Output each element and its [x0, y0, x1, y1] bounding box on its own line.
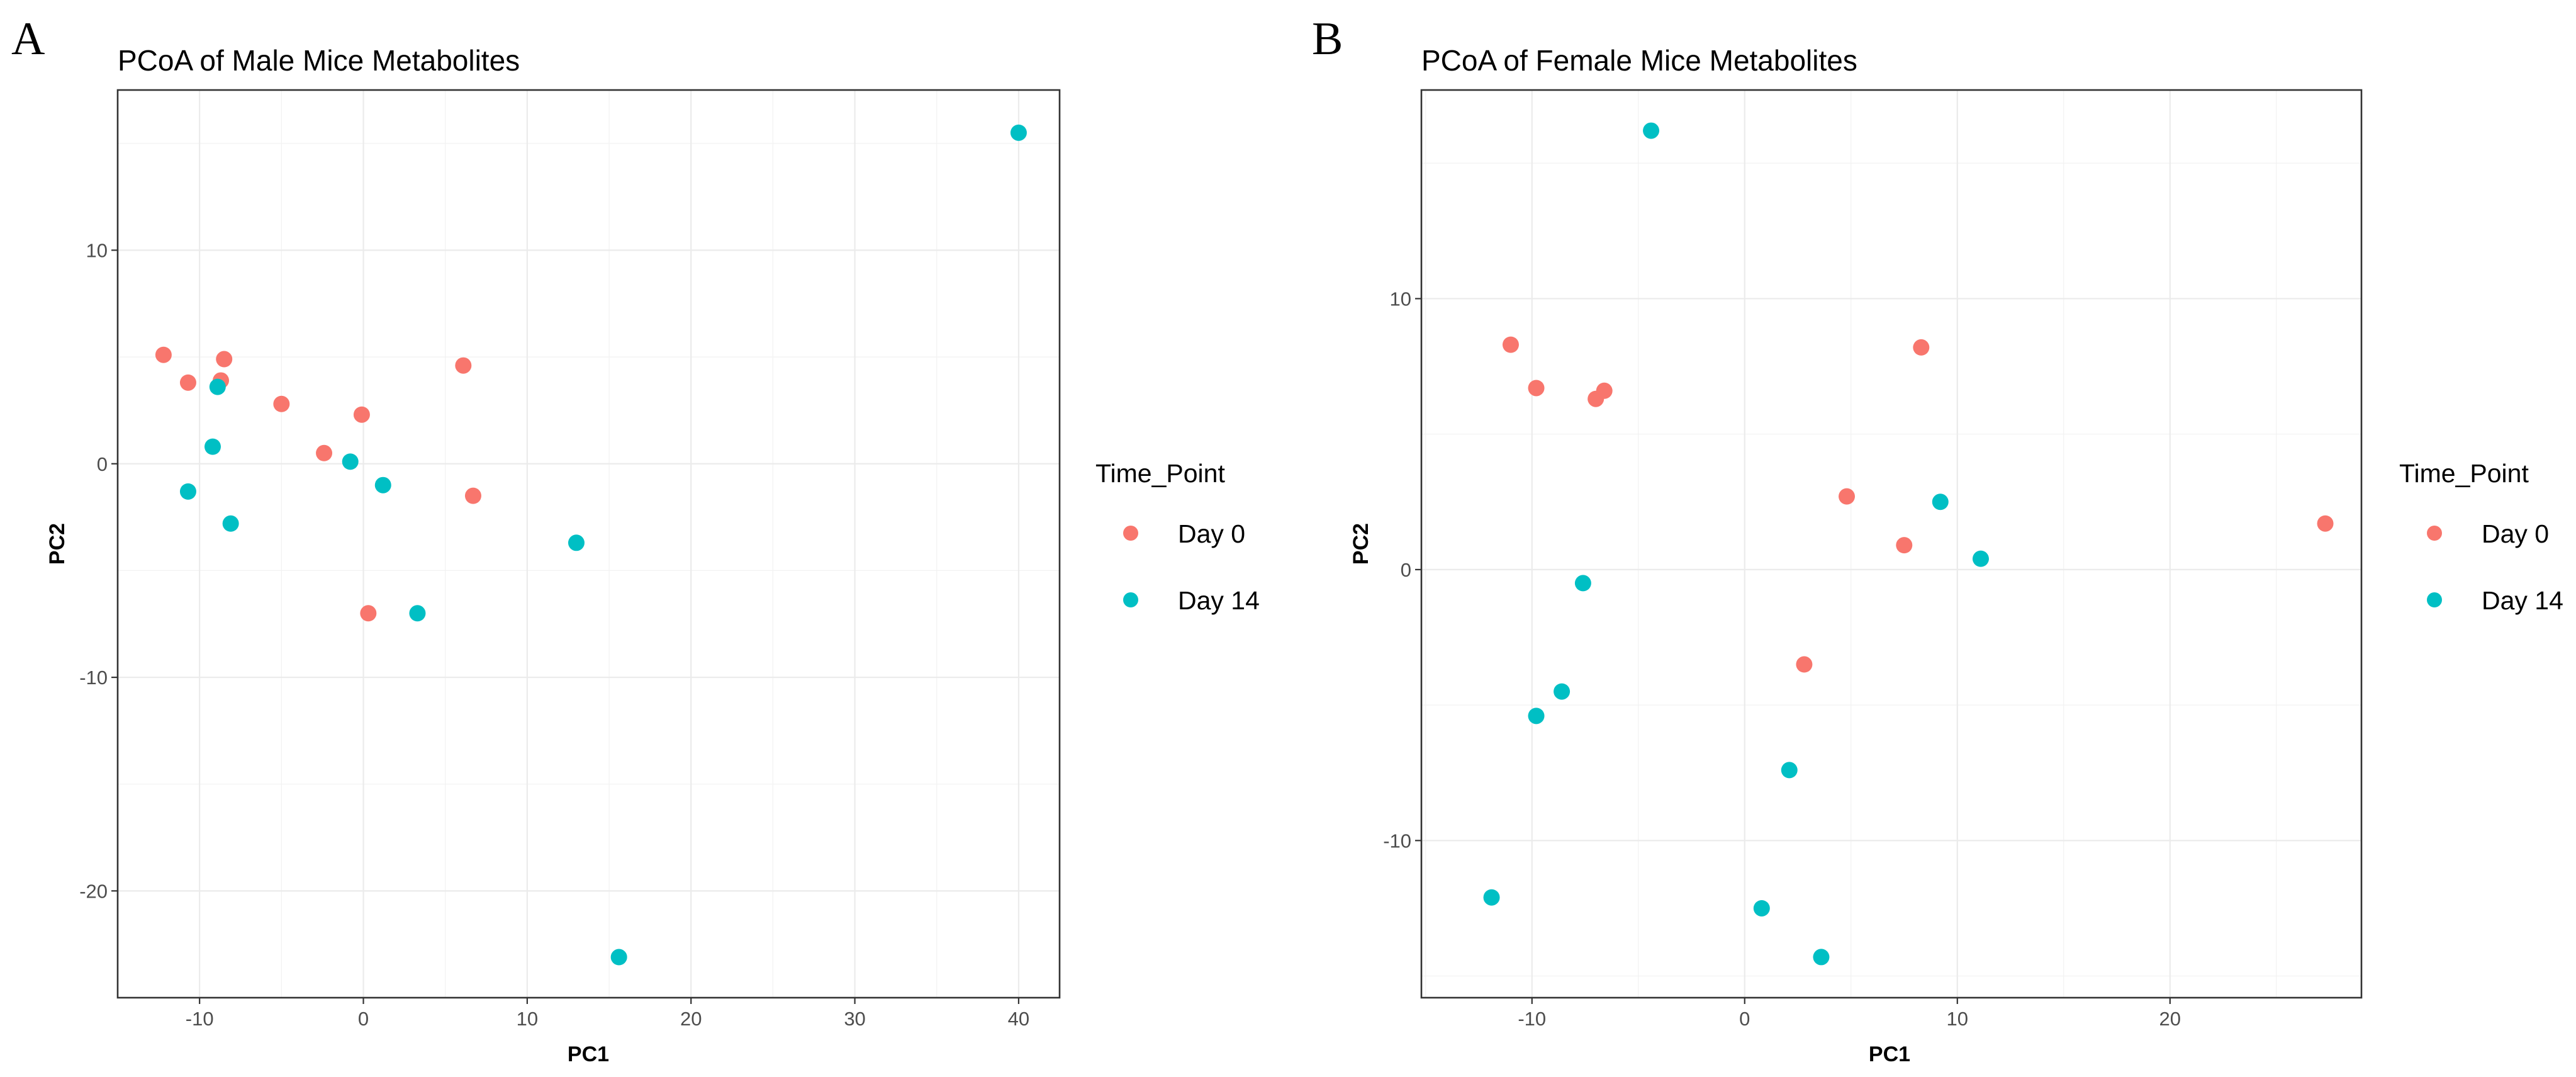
- point-day14-male: [204, 438, 221, 455]
- plot-border-female: [1420, 89, 2363, 999]
- x-axis-label-male: PC1: [568, 1042, 609, 1066]
- point-day0-female: [1596, 382, 1613, 399]
- legend-title-male: Time_Point: [1095, 459, 1225, 488]
- point-day14-male: [409, 605, 426, 622]
- y-tick-label: -10: [1383, 830, 1411, 852]
- legend-key-day0-female: [2427, 526, 2442, 541]
- x-axis-label-female: PC1: [1869, 1042, 1910, 1066]
- legend-label-day14-female: Day 14: [2482, 586, 2563, 615]
- ticks-male: -10 0 10 20 30 40 -20 -10 0 10: [79, 239, 1029, 1030]
- plot-title-male: PCoA of Male Mice Metabolites: [118, 44, 520, 77]
- panel-label-b: B: [1312, 13, 1343, 65]
- x-tick-label: 20: [680, 1008, 702, 1030]
- x-tick-label: 0: [1739, 1008, 1750, 1030]
- x-tick-label: 10: [1947, 1008, 1968, 1030]
- point-day0-female: [1502, 336, 1519, 353]
- point-day14-male: [342, 453, 359, 470]
- point-day14-female: [1932, 493, 1949, 510]
- point-day0-male: [216, 351, 233, 368]
- panel-a: A PCoA of Male Mice Metabolites -10 0 10 20…: [11, 13, 1260, 1066]
- grid-male: [117, 90, 1060, 998]
- point-day14-female: [1483, 889, 1500, 906]
- panel-b: B PCoA of Female Mice Metabolites -10 0 10…: [1312, 13, 2563, 1066]
- point-day0-female: [1796, 656, 1813, 673]
- x-tick-label: -10: [1518, 1008, 1546, 1030]
- point-day0-female: [1896, 537, 1913, 554]
- point-day0-male: [179, 374, 196, 391]
- point-day14-female: [1528, 708, 1545, 725]
- point-day14-male: [568, 534, 585, 551]
- point-day14-female: [1813, 949, 1830, 966]
- point-day14-male: [179, 483, 196, 500]
- point-day0-female: [1839, 488, 1856, 505]
- point-day0-female: [1528, 380, 1545, 397]
- x-tick-label: -10: [186, 1008, 214, 1030]
- x-tick-label: 10: [517, 1008, 538, 1030]
- point-day14-female: [1781, 762, 1798, 779]
- point-day0-female: [2317, 515, 2334, 532]
- y-axis-label-male: PC2: [45, 523, 69, 565]
- legend-label-day14-male: Day 14: [1178, 586, 1260, 615]
- legend-female: Time_Point Day 0 Day 14: [2399, 459, 2563, 615]
- y-tick-label: -20: [79, 880, 108, 902]
- point-day14-female: [1574, 575, 1591, 592]
- x-tick-label: 20: [2159, 1008, 2181, 1030]
- point-day14-female: [1753, 899, 1770, 916]
- legend-key-day14-male: [1123, 592, 1138, 607]
- legend-key-day14-female: [2427, 592, 2442, 607]
- ticks-female: -10 0 10 20 -10 0 10: [1383, 288, 2181, 1030]
- point-day14-male: [1010, 124, 1027, 141]
- grid-female: [1421, 90, 2361, 998]
- point-day0-male: [360, 605, 377, 622]
- points-female: [1483, 122, 2334, 966]
- y-tick-label: 0: [1401, 559, 1411, 581]
- point-day14-female: [1643, 122, 1660, 139]
- point-day14-male: [209, 378, 226, 395]
- x-tick-label: 0: [358, 1008, 369, 1030]
- panel-label-a: A: [11, 13, 45, 65]
- x-tick-label: 30: [844, 1008, 865, 1030]
- point-day0-male: [273, 395, 290, 412]
- point-day0-male: [455, 357, 472, 374]
- point-day14-male: [222, 515, 239, 532]
- point-day0-male: [464, 487, 481, 504]
- point-day14-female: [1972, 550, 1989, 567]
- x-tick-label: 40: [1008, 1008, 1029, 1030]
- point-day14-male: [610, 949, 627, 966]
- legend-male: Time_Point Day 0 Day 14: [1095, 459, 1260, 615]
- legend-label-day0-female: Day 0: [2482, 519, 2549, 548]
- y-tick-label: 10: [86, 239, 108, 261]
- legend-key-day0-male: [1123, 526, 1138, 541]
- legend-label-day0-male: Day 0: [1178, 519, 1245, 548]
- point-day14-female: [1554, 683, 1571, 700]
- y-axis-label-female: PC2: [1349, 523, 1373, 565]
- plot-title-female: PCoA of Female Mice Metabolites: [1421, 44, 1857, 77]
- y-tick-label: 0: [97, 453, 108, 475]
- y-tick-label: 10: [1390, 288, 1411, 310]
- plot-border-male: [116, 89, 1061, 999]
- point-day14-male: [374, 476, 391, 493]
- point-day0-male: [353, 406, 370, 423]
- point-day0-male: [155, 346, 172, 363]
- point-day0-male: [316, 444, 333, 461]
- y-tick-label: -10: [79, 667, 108, 689]
- points-male: [155, 124, 1027, 966]
- legend-title-female: Time_Point: [2399, 459, 2529, 488]
- point-day0-female: [1913, 339, 1930, 356]
